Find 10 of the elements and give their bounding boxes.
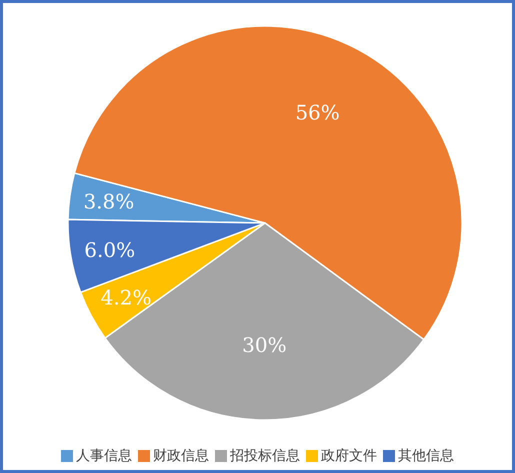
legend-label: 其他信息 (397, 447, 454, 465)
legend-label: 财政信息 (152, 447, 209, 465)
data-label: 4.2% (100, 285, 152, 310)
data-label: 3.8% (83, 190, 134, 214)
data-label: 30% (242, 333, 287, 358)
legend-label: 招投标信息 (229, 447, 300, 465)
data-label: 6.0% (84, 238, 136, 262)
legend-label: 人事信息 (75, 447, 132, 465)
legend-label: 政府文件 (320, 447, 377, 465)
data-label: 56% (295, 100, 340, 125)
